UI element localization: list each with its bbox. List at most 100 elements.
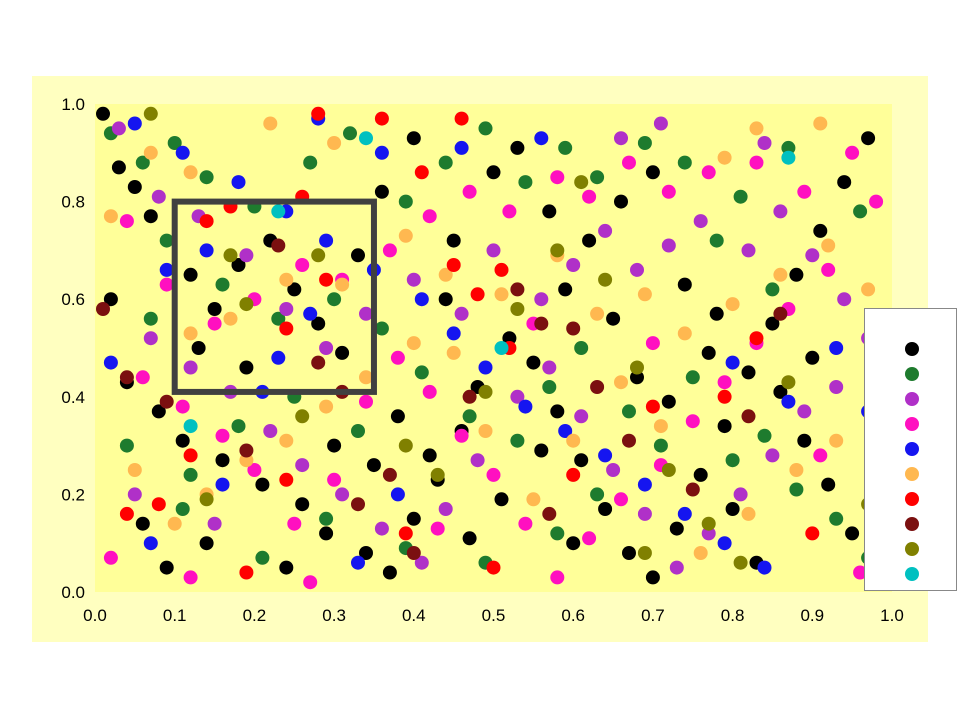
data-point: [494, 287, 509, 302]
data-point: [183, 419, 198, 434]
data-point: [510, 433, 525, 448]
data-point: [725, 453, 740, 468]
data-point: [247, 463, 262, 477]
data-point: [637, 136, 652, 150]
data-point: [454, 111, 469, 126]
data-point: [542, 360, 557, 375]
data-point: [319, 511, 334, 526]
legend-marker: [905, 542, 919, 556]
data-point: [566, 536, 581, 551]
data-point: [805, 526, 820, 541]
data-point: [374, 184, 389, 199]
data-point: [103, 209, 118, 224]
legend: [864, 308, 957, 591]
data-point: [590, 170, 605, 185]
data-point: [741, 506, 756, 521]
data-point: [805, 248, 820, 263]
data-point: [159, 560, 174, 575]
data-point: [183, 360, 198, 375]
data-point: [279, 302, 294, 316]
data-point: [566, 258, 581, 272]
data-point: [789, 267, 804, 282]
data-point: [351, 424, 365, 438]
data-point: [550, 404, 565, 419]
data-point: [359, 131, 373, 146]
data-point: [454, 428, 469, 443]
legend-marker: [905, 567, 919, 581]
data-point: [414, 365, 429, 380]
data-point: [207, 302, 222, 316]
x-tick-label: 0.3: [322, 606, 346, 625]
data-point: [661, 184, 676, 199]
data-point: [717, 150, 732, 165]
data-point: [255, 477, 270, 492]
data-point: [279, 272, 294, 287]
data-point: [637, 506, 652, 521]
data-point: [701, 345, 716, 360]
data-point: [669, 560, 684, 575]
data-point: [486, 165, 501, 180]
data-point: [398, 228, 413, 243]
data-point: [390, 409, 405, 424]
data-point: [422, 384, 437, 399]
data-point: [598, 502, 613, 516]
data-point: [757, 136, 772, 150]
data-point: [813, 116, 828, 131]
data-point: [351, 555, 365, 570]
data-point: [438, 267, 453, 282]
data-point: [582, 233, 597, 248]
data-point: [430, 467, 445, 482]
data-point: [598, 272, 613, 287]
data-point: [199, 243, 214, 258]
data-point: [502, 204, 517, 219]
data-point: [351, 497, 365, 512]
data-point: [637, 287, 652, 302]
data-point: [558, 140, 573, 155]
data-point: [534, 316, 549, 331]
data-point: [677, 155, 692, 170]
data-point: [733, 555, 748, 570]
data-point: [239, 453, 254, 468]
data-point: [223, 248, 238, 263]
data-point: [327, 292, 342, 307]
data-point: [653, 419, 668, 434]
data-point: [207, 316, 222, 331]
data-point: [335, 345, 350, 360]
x-tick-label: 0.4: [402, 606, 426, 625]
data-point: [574, 341, 589, 355]
data-point: [295, 258, 310, 272]
data-point: [478, 121, 493, 136]
data-point: [351, 248, 365, 263]
data-point: [829, 341, 844, 355]
data-point: [311, 316, 326, 331]
data-point: [478, 424, 493, 438]
data-point: [303, 575, 318, 590]
data-point: [414, 165, 429, 180]
data-point: [821, 262, 836, 277]
y-tick-label: 0.6: [61, 290, 85, 309]
data-point: [287, 516, 302, 531]
data-point: [374, 145, 389, 160]
data-point: [494, 262, 509, 277]
data-point: [837, 292, 852, 307]
data-point: [829, 511, 844, 526]
data-point: [709, 233, 724, 248]
data-point: [111, 160, 126, 175]
data-point: [271, 350, 286, 365]
data-point: [701, 526, 716, 541]
data-point: [151, 497, 166, 512]
data-point: [215, 428, 230, 443]
data-point: [582, 531, 597, 546]
data-point: [622, 546, 636, 560]
data-point: [167, 136, 182, 150]
data-point: [582, 189, 597, 204]
data-point: [414, 555, 429, 570]
data-point: [279, 321, 294, 336]
data-point: [693, 214, 708, 229]
data-point: [829, 433, 844, 448]
data-point: [319, 341, 334, 355]
x-tick-label: 0.8: [721, 606, 745, 625]
data-point: [765, 316, 780, 331]
data-point: [239, 443, 254, 458]
data-point: [741, 409, 756, 424]
